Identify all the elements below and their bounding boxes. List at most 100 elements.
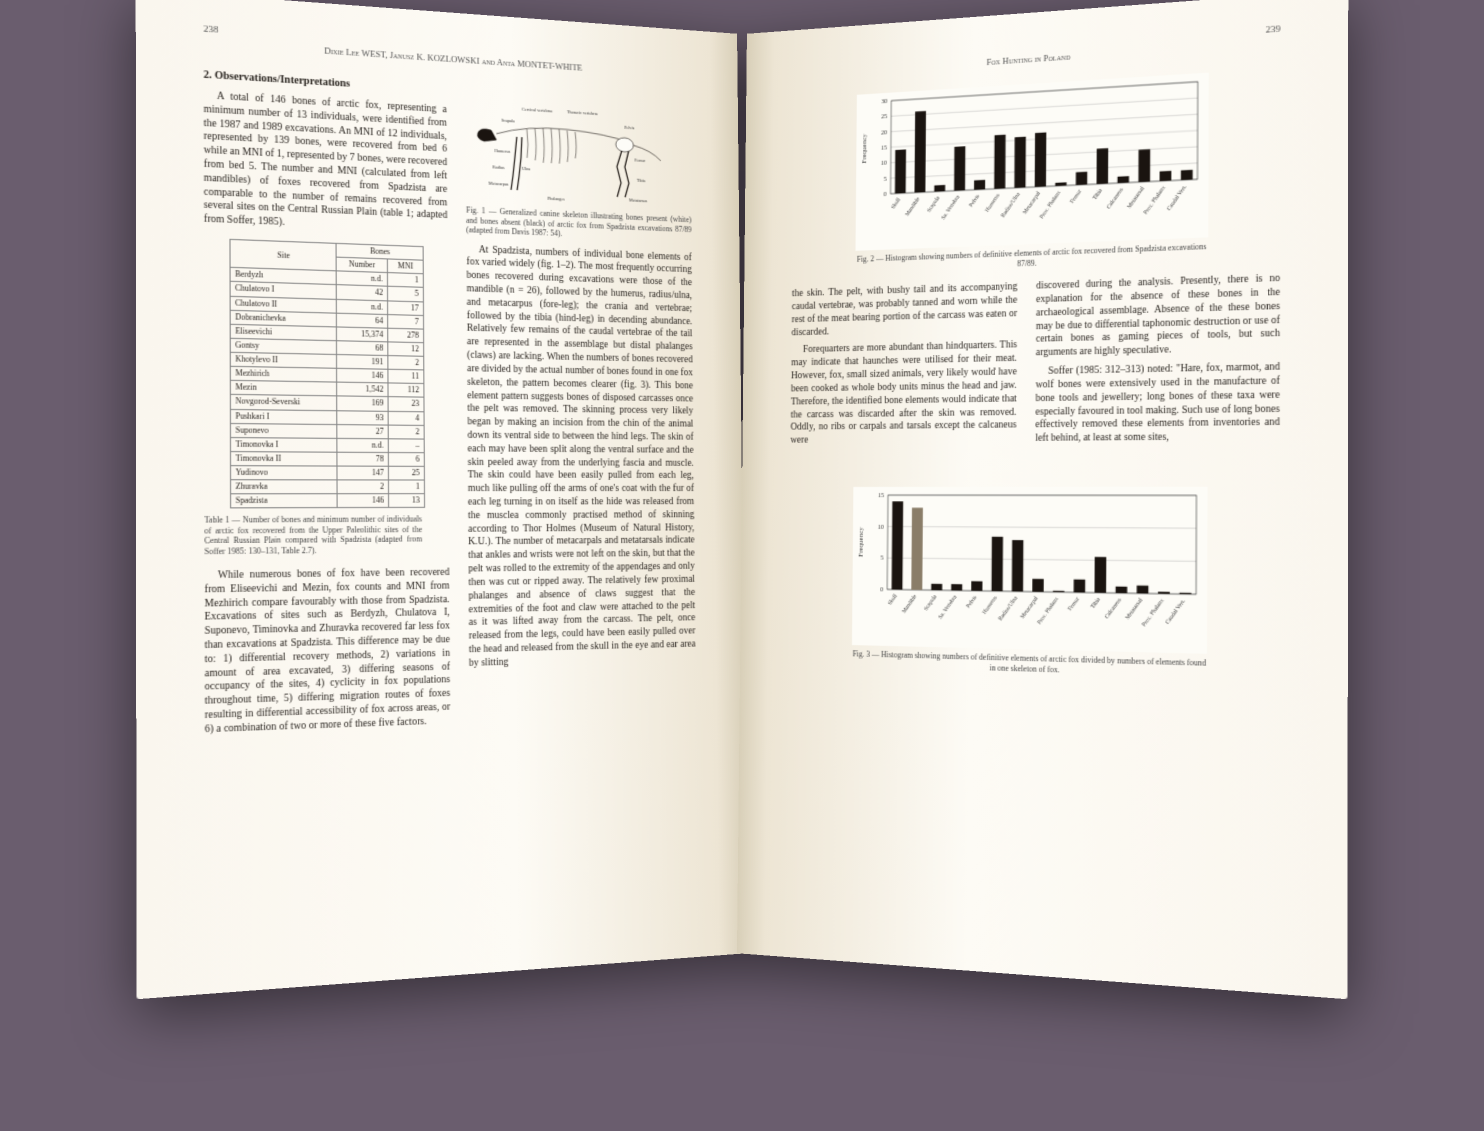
table-cell: 93 <box>337 410 389 424</box>
label: Radius <box>493 165 505 171</box>
table-cell: Mezin <box>230 381 336 397</box>
table-cell: Timonovka II <box>230 452 337 467</box>
table-cell: 78 <box>337 452 389 466</box>
table-row: Timonovka II786 <box>230 452 424 467</box>
th-site: Site <box>230 239 336 271</box>
page-number-left: 238 <box>203 22 218 36</box>
table-cell: 278 <box>388 328 424 343</box>
table-cell: 1 <box>388 273 424 288</box>
page-number-right: 239 <box>1266 22 1281 36</box>
table-cell: 1 <box>389 480 425 494</box>
left-page: 238 Dixie Lee WEST, Janusz K. KOZLOWSKI … <box>136 0 747 999</box>
label: Humerus <box>494 148 510 154</box>
table-cell: 2 <box>388 356 424 370</box>
table-cell: 112 <box>388 383 424 397</box>
label: Scapula <box>501 118 515 124</box>
label: Metacarpus <box>489 181 509 187</box>
table-cell: 6 <box>389 452 425 466</box>
table-row: Yudinovo14725 <box>231 466 425 480</box>
table-cell: 64 <box>336 313 387 328</box>
table-cell: Novgorod-Severski <box>230 395 336 410</box>
table-cell: – <box>388 439 424 453</box>
table-cell: Timonovka I <box>230 437 337 452</box>
table-cell: 17 <box>388 300 424 315</box>
svg-text:15: 15 <box>878 493 884 499</box>
label: Femur <box>635 158 646 164</box>
table-cell: Pushkari I <box>230 409 336 424</box>
label: Ulna <box>522 166 530 172</box>
table-cell: 25 <box>389 466 425 480</box>
bones-table: Site Bones Number MNI Berdyzhn.d.1Chulat… <box>229 239 425 509</box>
svg-text:0: 0 <box>884 192 887 198</box>
left-column-2: Cervical vertebrae Thoracic vertebrae Sc… <box>465 85 696 733</box>
table-cell: 27 <box>337 424 389 438</box>
svg-text:Frequency: Frequency <box>858 527 865 558</box>
svg-text:10: 10 <box>878 525 884 531</box>
table-row: Zhuravka21 <box>231 480 425 494</box>
table-cell: n.d. <box>337 438 389 452</box>
table-cell: Spadzista <box>231 494 338 508</box>
table-cell: Yudinovo <box>231 466 338 480</box>
table-cell: 2 <box>388 425 424 439</box>
label: Pelvis <box>624 125 634 131</box>
paragraph: Forequarters are more abundant than hind… <box>790 339 1017 447</box>
table-block: Site Bones Number MNI Berdyzhn.d.1Chulat… <box>204 238 450 556</box>
right-text-columns: the skin. The pelt, with bushy tail and … <box>790 273 1280 469</box>
paragraph: While numerous bones of fox have been re… <box>204 566 450 737</box>
table-cell: 15,374 <box>336 327 387 342</box>
svg-text:5: 5 <box>880 556 883 562</box>
table-cell: 42 <box>336 285 387 300</box>
figure-3: 051015FrequencySkullMandibleScapulaSa. V… <box>852 487 1208 679</box>
book-spread: 238 Dixie Lee WEST, Janusz K. KOZLOWSKI … <box>162 30 1322 950</box>
fig1-caption: Fig. 1 — Generalized canine skeleton ill… <box>466 206 692 244</box>
svg-text:15: 15 <box>881 146 887 153</box>
right-page: 239 Fox Hunting in Poland 051015202530Fr… <box>737 0 1348 999</box>
table-cell: 1,542 <box>337 382 389 397</box>
th-mni: MNI <box>388 259 424 274</box>
label: Thoracic vertebrae <box>567 110 598 117</box>
figure-1: Cervical vertebrae Thoracic vertebrae Sc… <box>465 93 691 244</box>
paragraph: A total of 146 bones of arctic fox, repr… <box>203 89 447 236</box>
label: Cervical vertebrae <box>522 107 553 114</box>
paragraph: the skin. The pelt, with bushy tail and … <box>791 281 1017 340</box>
table-cell: 169 <box>337 396 389 411</box>
svg-text:20: 20 <box>881 130 887 137</box>
fig3-caption: Fig. 3 — Histogram showing numbers of de… <box>852 649 1207 678</box>
table-cell: 11 <box>388 369 424 383</box>
table-cell: 4 <box>388 411 424 425</box>
svg-text:5: 5 <box>884 177 887 183</box>
table-caption: Table 1 — Number of bones and minimum nu… <box>204 515 422 557</box>
table-cell: 13 <box>389 494 425 508</box>
svg-text:0: 0 <box>880 587 883 593</box>
label: Tibia <box>637 178 646 184</box>
paragraph: At Spadzista, numbers of individual bone… <box>466 243 696 671</box>
svg-text:10: 10 <box>881 161 887 168</box>
paragraph: discovered during the analysis. Presentl… <box>1036 273 1280 361</box>
table-row: Spadzista14613 <box>231 494 425 508</box>
skeleton-diagram: Cervical vertebrae Thoracic vertebrae Sc… <box>465 93 691 211</box>
left-column-1: 2. Observations/Interpretations A total … <box>203 69 450 743</box>
table-row: Suponevo272 <box>230 423 424 439</box>
table-cell: 5 <box>388 287 424 302</box>
table-cell: 12 <box>388 342 424 357</box>
paragraph: Soffer (1985: 312–313) noted: "Hare, fox… <box>1035 361 1280 446</box>
table-cell: 68 <box>337 341 389 356</box>
table-cell: 147 <box>337 466 389 480</box>
table-cell: 146 <box>337 369 389 384</box>
table-cell: Suponevo <box>230 423 337 438</box>
table-cell: n.d. <box>336 299 387 314</box>
label: Metatarsus <box>629 198 647 204</box>
table-row: Timonovka In.d.– <box>230 437 424 452</box>
table-cell: 191 <box>337 355 389 370</box>
svg-text:25: 25 <box>881 115 887 122</box>
chart-fig2: 051015202530FrequencySkullMandibleScapul… <box>855 73 1208 251</box>
table-cell: 23 <box>388 397 424 411</box>
figure-2: 051015202530FrequencySkullMandibleScapul… <box>855 73 1208 274</box>
label: Phalanges <box>548 196 565 202</box>
svg-text:30: 30 <box>881 99 887 106</box>
table-cell: 2 <box>337 480 389 494</box>
table-cell: Zhuravka <box>231 480 338 494</box>
chart-fig3: 051015FrequencySkullMandibleScapulaSa. V… <box>852 487 1208 654</box>
table-cell: 7 <box>388 314 424 329</box>
table-cell: 146 <box>337 494 389 508</box>
